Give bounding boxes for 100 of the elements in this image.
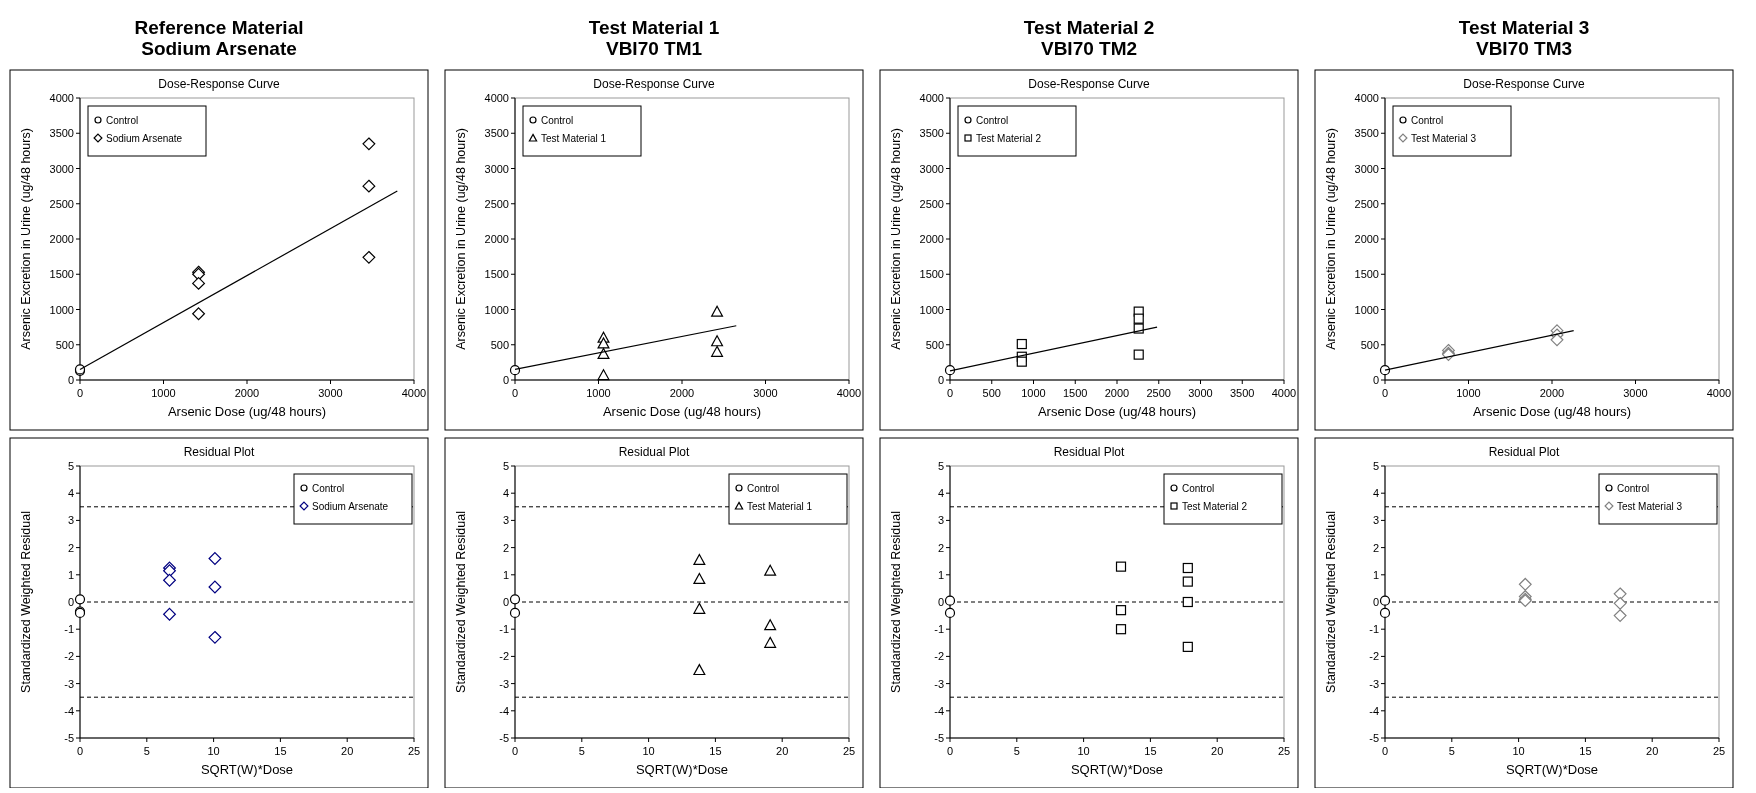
chart-title: Residual Plot (618, 445, 691, 459)
legend-label: Control (976, 115, 1009, 126)
y-tick-label: 3000 (484, 162, 509, 175)
y-tick-label: -1 (934, 623, 944, 636)
x-tick-label: 4000 (836, 387, 862, 399)
y-tick-label: 3 (502, 514, 509, 527)
y-tick-label: 2 (67, 541, 74, 554)
legend-label: Sodium Arsenate (312, 501, 389, 512)
y-tick-label: 4000 (1354, 92, 1379, 104)
y-tick-label: 4 (1372, 487, 1379, 500)
y-tick-label: 0 (67, 374, 74, 386)
y-tick-label: -1 (1369, 623, 1379, 636)
y-tick-label: -5 (1369, 732, 1379, 744)
y-tick-label: -4 (499, 704, 509, 717)
y-tick-label: -2 (499, 650, 509, 663)
y-tick-label: 1 (937, 568, 944, 581)
x-tick-label: 10 (1512, 745, 1525, 757)
y-tick-label: 0 (1372, 596, 1379, 608)
x-tick-label: 1500 (1063, 387, 1088, 399)
y-tick-label: -4 (64, 704, 74, 717)
y-tick-label: 3500 (49, 127, 74, 140)
y-tick-label: 500 (55, 338, 74, 351)
y-tick-label: 1 (502, 568, 509, 581)
y-tick-label: 5 (1372, 460, 1379, 472)
y-tick-label: 4 (937, 487, 944, 500)
y-tick-label: 1000 (484, 303, 509, 316)
x-tick-label: 3000 (753, 387, 778, 399)
x-axis-title: Arsenic Dose (ug/48 hours) (1472, 404, 1632, 419)
x-axis-title: Arsenic Dose (ug/48 hours) (602, 404, 762, 419)
y-axis-title: Arsenic Excretion in Urine (ug/48 hours) (889, 128, 903, 350)
y-tick-label: 3 (1372, 514, 1379, 527)
x-tick-label: 15 (1579, 745, 1592, 757)
legend-label: Test Material 2 (1182, 501, 1248, 512)
x-tick-label: 25 (1277, 745, 1291, 757)
x-tick-label: 1000 (1456, 387, 1481, 399)
x-axis-title: SQRT(W)*Dose (200, 762, 294, 777)
y-tick-label: 0 (67, 596, 74, 608)
chart-title: Residual Plot (1053, 445, 1126, 459)
y-tick-label: 5 (502, 460, 509, 472)
y-axis-title: Standardized Weighted Residual (889, 511, 903, 693)
x-axis-title: SQRT(W)*Dose (1070, 762, 1164, 777)
y-tick-label: 1500 (1354, 268, 1379, 281)
legend-label: Control (1411, 115, 1444, 126)
y-tick-label: 3 (67, 514, 74, 527)
y-axis-title: Standardized Weighted Residual (1324, 511, 1338, 693)
y-tick-label: 3 (937, 514, 944, 527)
y-tick-label: 1000 (919, 303, 944, 316)
y-tick-label: 2000 (49, 233, 74, 245)
chart-subtitle: Dose-Response Curve (1463, 77, 1586, 91)
x-tick-label: 1000 (586, 387, 611, 399)
x-tick-label: 10 (1077, 745, 1090, 757)
x-tick-label: 1000 (151, 387, 176, 399)
chart-subtitle: Dose-Response Curve (158, 77, 281, 91)
y-tick-label: 1 (1372, 568, 1379, 581)
y-axis-title: Standardized Weighted Residual (19, 511, 33, 693)
y-tick-label: 1500 (484, 268, 509, 281)
y-axis-title: Standardized Weighted Residual (454, 511, 468, 693)
x-tick-label: 4000 (1706, 387, 1732, 399)
y-tick-label: 3000 (49, 162, 74, 175)
legend-label: Control (312, 483, 345, 494)
x-tick-label: 0 (946, 745, 954, 757)
x-tick-label: 0 (946, 387, 954, 399)
y-tick-label: -1 (499, 623, 509, 636)
y-tick-label: 0 (937, 596, 944, 608)
x-tick-label: 20 (341, 745, 354, 757)
y-tick-label: -5 (64, 732, 74, 744)
legend-label: Sodium Arsenate (106, 133, 183, 144)
x-tick-label: 25 (842, 745, 856, 757)
x-tick-label: 20 (1211, 745, 1224, 757)
legend-label: Test Material 3 (1411, 133, 1477, 144)
y-tick-label: 2500 (919, 197, 944, 210)
y-tick-label: 2500 (49, 197, 74, 210)
y-tick-label: -2 (64, 650, 74, 663)
y-tick-label: 1000 (1354, 303, 1379, 316)
y-tick-label: 1 (67, 568, 74, 581)
x-tick-label: 0 (511, 745, 519, 757)
y-tick-label: -3 (1369, 677, 1379, 690)
x-tick-label: 25 (407, 745, 421, 757)
y-tick-label: 4000 (919, 92, 944, 104)
y-tick-label: 3000 (919, 162, 944, 175)
x-tick-label: 0 (76, 387, 84, 399)
y-tick-label: -5 (934, 732, 944, 744)
chart-subtitle: Dose-Response Curve (1028, 77, 1151, 91)
y-tick-label: 500 (1360, 338, 1379, 351)
x-tick-label: 3000 (1188, 387, 1213, 399)
y-tick-label: 2 (937, 541, 944, 554)
x-tick-label: 15 (709, 745, 722, 757)
x-tick-label: 0 (1381, 745, 1389, 757)
chart-title: Test Material 1 VBI70 TM1 (588, 17, 720, 59)
x-tick-label: 15 (274, 745, 287, 757)
y-tick-label: -1 (64, 623, 74, 636)
x-tick-label: 20 (776, 745, 789, 757)
legend-label: Control (1617, 483, 1650, 494)
y-tick-label: 1500 (919, 268, 944, 281)
x-tick-label: 0 (1381, 387, 1389, 399)
y-tick-label: 4000 (49, 92, 74, 104)
y-tick-label: 0 (502, 374, 509, 386)
x-axis-title: SQRT(W)*Dose (1505, 762, 1599, 777)
y-tick-label: 500 (925, 338, 944, 351)
x-tick-label: 10 (207, 745, 220, 757)
